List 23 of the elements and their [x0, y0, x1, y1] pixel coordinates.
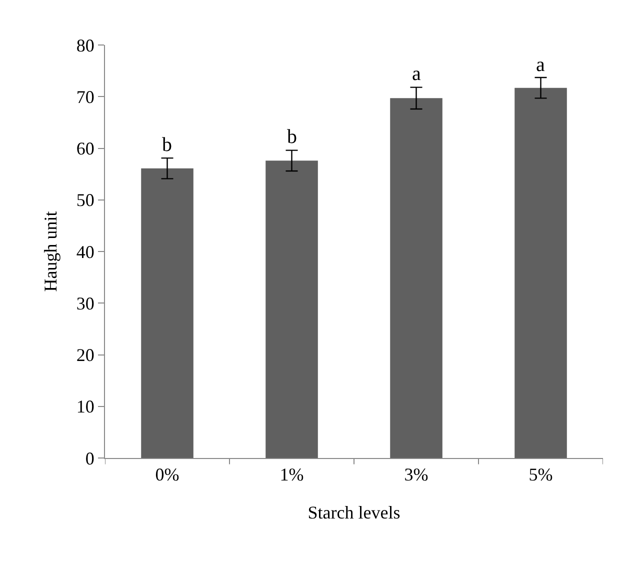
- y-tick-label: 30: [76, 293, 94, 314]
- y-tick-label: 40: [76, 242, 94, 262]
- y-tick-label: 0: [85, 448, 94, 468]
- annotation: b: [287, 126, 297, 148]
- y-tick-label: 70: [76, 86, 94, 107]
- y-tick-label: 80: [76, 35, 94, 56]
- x-tick-label: 5%: [528, 464, 553, 485]
- annotation: b: [162, 134, 172, 156]
- x-tick-label: 0%: [155, 464, 180, 485]
- bar: [514, 88, 567, 458]
- y-tick-label: 20: [76, 345, 94, 366]
- bar: [141, 168, 194, 458]
- bar: [390, 98, 442, 458]
- y-tick-label: 60: [76, 138, 94, 159]
- x-axis-title: Starch levels: [308, 502, 400, 523]
- y-axis-title: Haugh unit: [40, 211, 61, 292]
- x-tick-label: 1%: [280, 464, 304, 485]
- x-tick-label: 3%: [404, 464, 428, 485]
- annotation: a: [536, 54, 545, 76]
- bar: [266, 160, 318, 458]
- y-tick-label: 10: [76, 396, 94, 417]
- annotation: a: [412, 63, 421, 85]
- y-tick-label: 50: [76, 190, 94, 210]
